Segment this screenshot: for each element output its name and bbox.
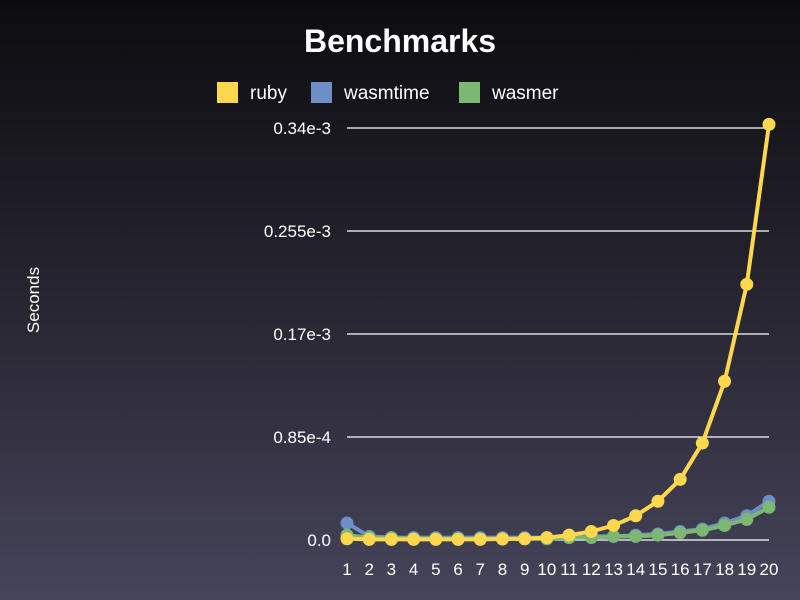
data-point-ruby	[340, 532, 354, 546]
y-tick-label: 0.34e-3	[273, 119, 331, 138]
x-tick-label: 3	[387, 560, 396, 579]
data-point-ruby	[451, 532, 465, 546]
legend-label-wasmtime: wasmtime	[343, 83, 430, 104]
y-tick-label: 0.85e-4	[273, 428, 331, 447]
data-point-ruby	[562, 528, 576, 542]
y-axis-label: Seconds	[24, 267, 43, 333]
plot-area	[340, 117, 776, 546]
y-tick-labels: 0.0 0.85e-4 0.17e-3 0.255e-3 0.34e-3	[264, 119, 331, 550]
x-tick-label: 1	[342, 560, 351, 579]
data-point-ruby	[429, 532, 443, 546]
data-point-wasmer	[651, 528, 665, 542]
data-point-ruby	[740, 277, 754, 291]
data-point-ruby	[607, 518, 621, 532]
data-point-ruby	[718, 374, 732, 388]
legend-swatch-ruby	[217, 82, 238, 103]
x-tick-label: 13	[604, 560, 623, 579]
x-tick-label: 10	[537, 560, 556, 579]
x-tick-label: 2	[364, 560, 373, 579]
y-tick-label: 0.17e-3	[273, 325, 331, 344]
x-tick-label: 4	[409, 560, 418, 579]
grid-lines	[347, 127, 769, 541]
x-tick-label: 5	[431, 560, 440, 579]
data-point-ruby	[495, 532, 509, 546]
data-point-ruby	[651, 494, 665, 508]
x-tick-label: 17	[693, 560, 712, 579]
data-point-ruby	[362, 532, 376, 546]
data-point-ruby	[518, 532, 532, 546]
x-tick-label: 18	[715, 560, 734, 579]
data-point-ruby	[629, 509, 643, 523]
data-point-ruby	[473, 532, 487, 546]
data-point-wasmtime	[340, 516, 354, 530]
data-point-ruby	[540, 531, 554, 545]
legend-swatch-wasmer	[459, 82, 480, 103]
data-point-wasmer	[718, 518, 732, 532]
x-tick-label: 15	[648, 560, 667, 579]
legend-label-ruby: ruby	[250, 83, 287, 104]
data-point-ruby	[584, 525, 598, 539]
x-tick-labels: 1 2 3 4 5 6 7 8 9 10 11 12 13 14 15 16 17 18 19 20	[342, 560, 778, 579]
x-tick-label: 12	[582, 560, 601, 579]
data-point-wasmer	[673, 526, 687, 540]
series-line-ruby	[345, 122, 771, 542]
data-point-ruby	[673, 472, 687, 486]
legend-swatch-wasmtime	[311, 82, 332, 103]
data-point-ruby	[407, 532, 421, 546]
x-tick-label: 6	[453, 560, 462, 579]
x-tick-label: 14	[626, 560, 645, 579]
chart-legend: ruby wasmtime wasmer	[217, 82, 559, 104]
x-tick-label: 8	[498, 560, 507, 579]
data-point-wasmer	[740, 512, 754, 526]
series-ruby	[340, 117, 776, 546]
x-tick-label: 7	[476, 560, 485, 579]
x-tick-label: 20	[760, 560, 779, 579]
data-point-wasmer	[762, 500, 776, 514]
chart-title: Benchmarks	[304, 23, 496, 59]
x-tick-label: 9	[520, 560, 529, 579]
data-point-wasmer	[695, 523, 709, 537]
x-tick-label: 16	[671, 560, 690, 579]
data-point-ruby	[762, 117, 776, 131]
x-tick-label: 19	[737, 560, 756, 579]
data-point-wasmer	[607, 529, 621, 543]
data-point-ruby	[695, 436, 709, 450]
x-tick-label: 11	[560, 560, 578, 579]
y-tick-label: 0.255e-3	[264, 222, 331, 241]
data-point-ruby	[384, 532, 398, 546]
legend-label-wasmer: wasmer	[491, 83, 559, 104]
y-tick-label: 0.0	[307, 531, 331, 550]
data-point-wasmer	[629, 529, 643, 543]
